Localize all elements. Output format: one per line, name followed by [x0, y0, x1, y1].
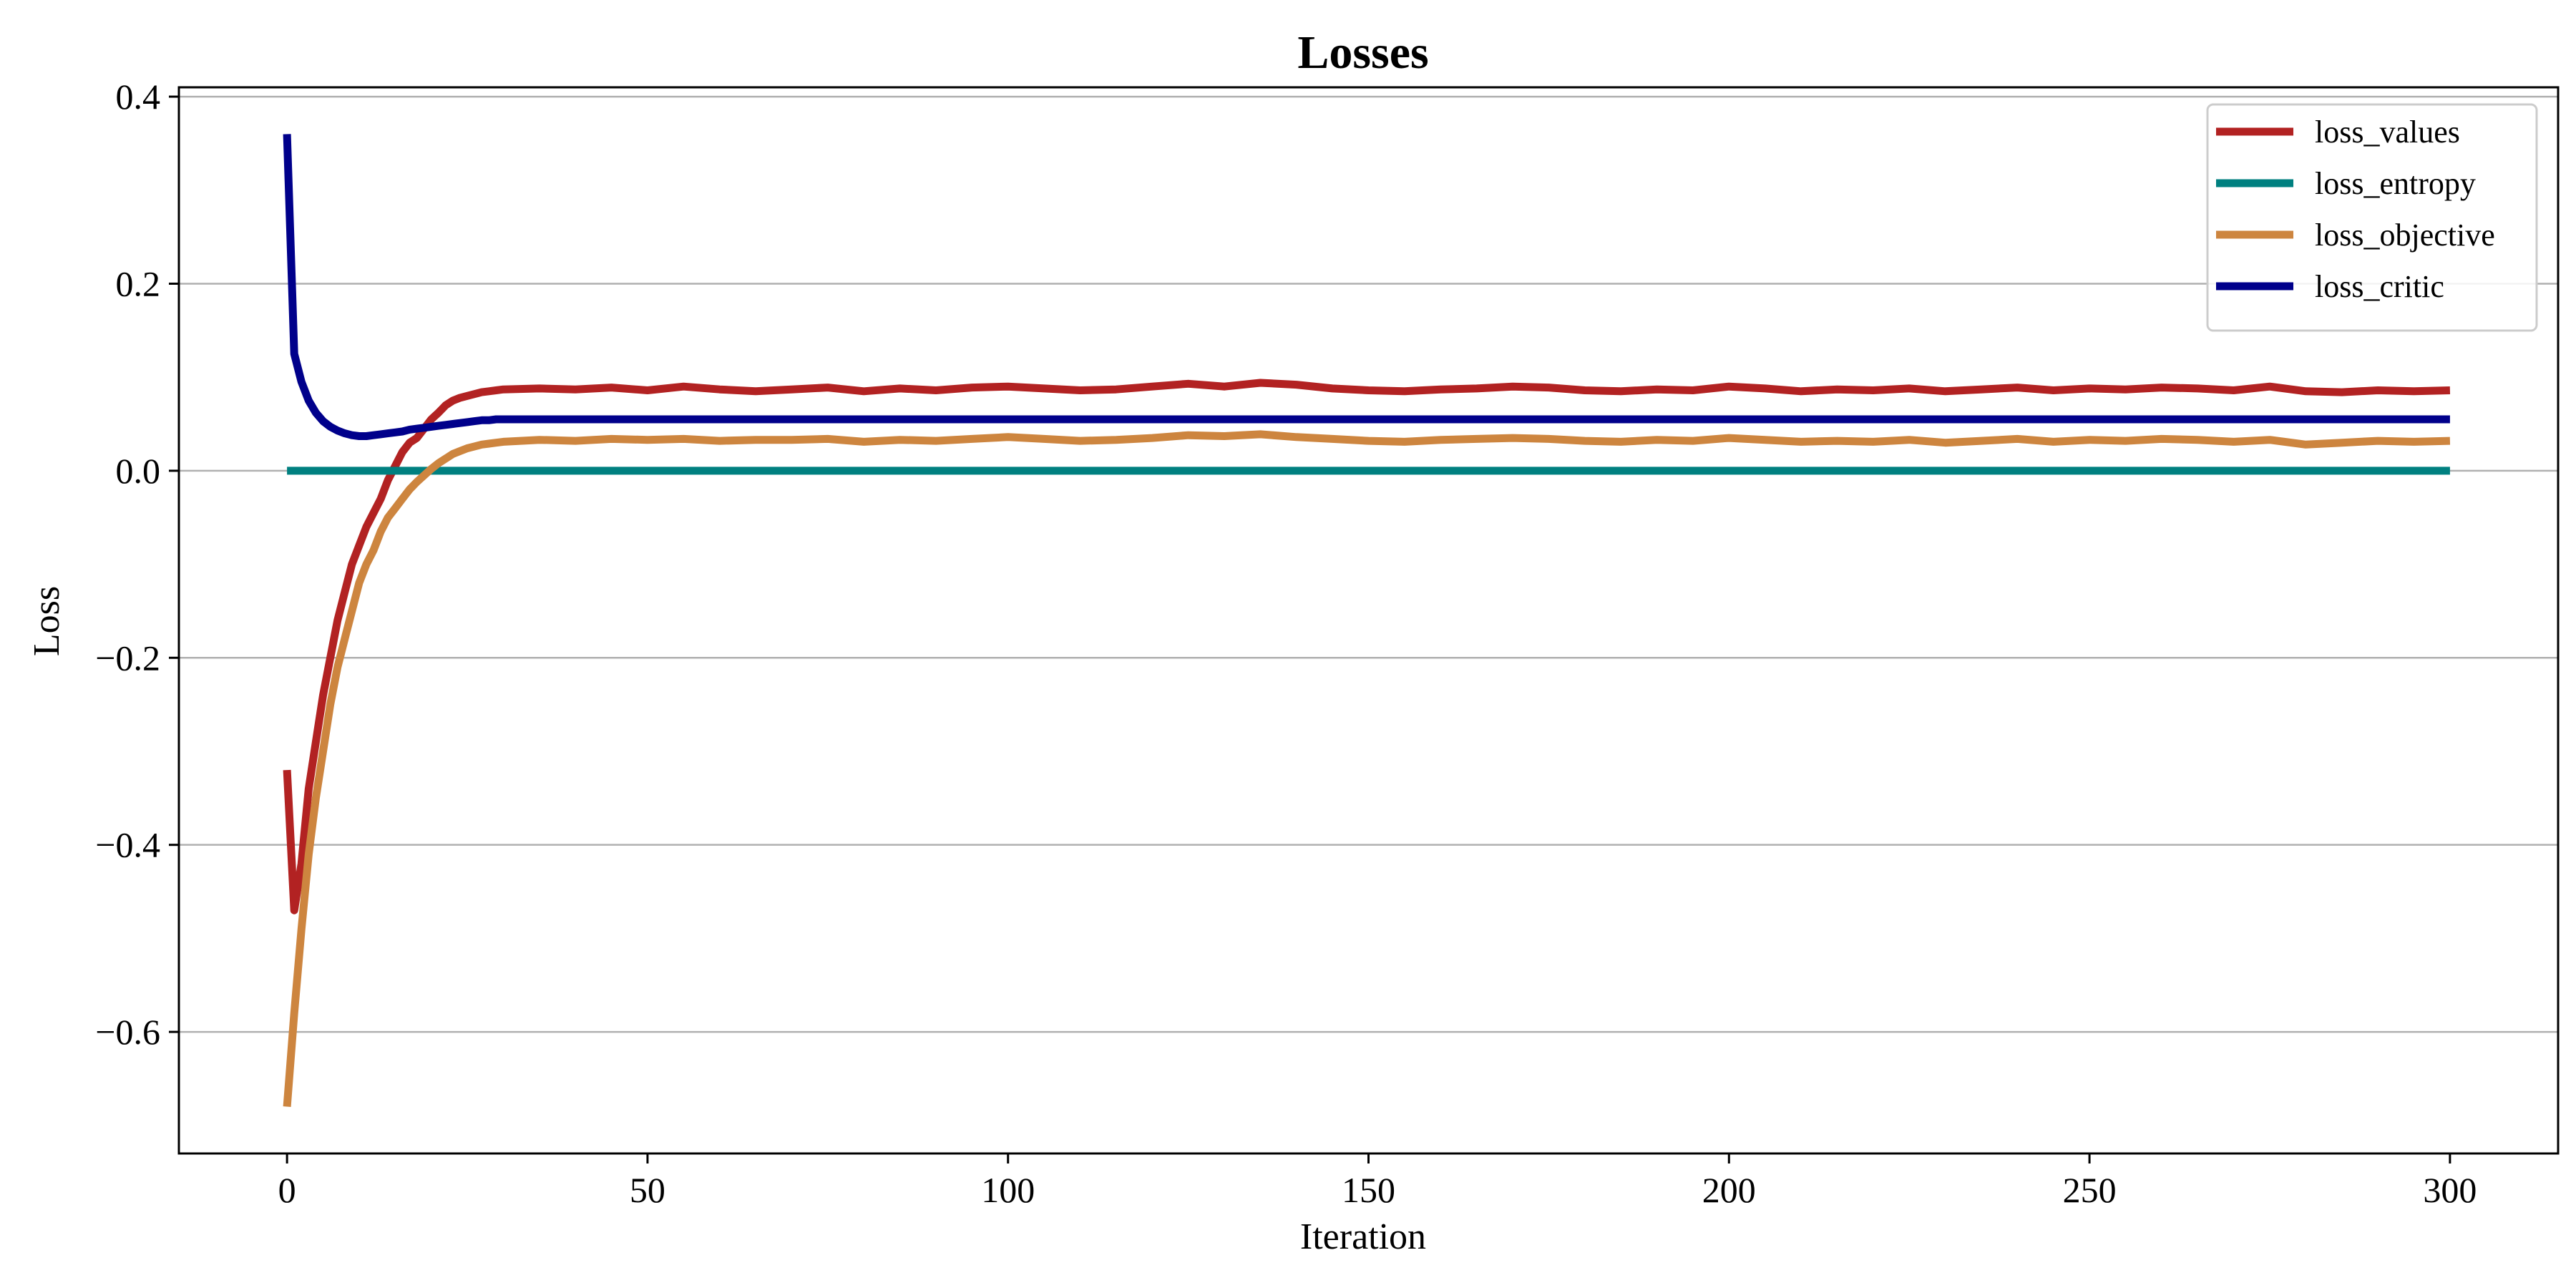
x-tick-label: 50: [630, 1170, 665, 1210]
y-axis-label: Loss: [26, 586, 67, 656]
x-tick-label: 150: [1342, 1170, 1395, 1210]
series-line-loss-values: [283, 379, 2451, 914]
series-line-loss-critic: [283, 134, 2450, 440]
gridlines: [179, 95, 2558, 1033]
legend-label: loss_objective: [2315, 218, 2495, 253]
plot-frame: [177, 86, 2560, 1155]
x-tick-label: 200: [1702, 1170, 1756, 1210]
x-tick-label: 0: [278, 1170, 296, 1210]
y-tick-label: −0.2: [95, 638, 160, 678]
y-tick-label: 0.0: [116, 451, 161, 491]
legend-box: [2206, 103, 2538, 332]
chart-title: Losses: [1297, 26, 1428, 79]
x-axis-label: Iteration: [1300, 1216, 1426, 1257]
series-line-loss-objective: [283, 430, 2451, 1108]
x-axis-ticks: 0 50 100 150 200 250 300: [278, 1153, 2477, 1210]
x-tick-label: 250: [2063, 1170, 2117, 1210]
y-tick-label: 0.4: [116, 77, 161, 117]
x-tick-label: 100: [981, 1170, 1035, 1210]
x-tick-label: 300: [2423, 1170, 2477, 1210]
y-axis-ticks: 0.4 0.2 0.0 −0.2 −0.4 −0.6: [95, 77, 179, 1052]
legend-label: loss_critic: [2315, 269, 2444, 304]
y-tick-label: −0.4: [95, 825, 160, 865]
series-group: [283, 134, 2451, 1108]
legend: loss_values loss_entropy loss_objectivelos…: [2206, 103, 2538, 332]
legend-label: loss_entropy: [2315, 166, 2476, 201]
y-tick-label: 0.2: [116, 263, 161, 303]
legend-label: loss_values: [2315, 114, 2460, 150]
y-tick-label: −0.6: [95, 1012, 160, 1052]
